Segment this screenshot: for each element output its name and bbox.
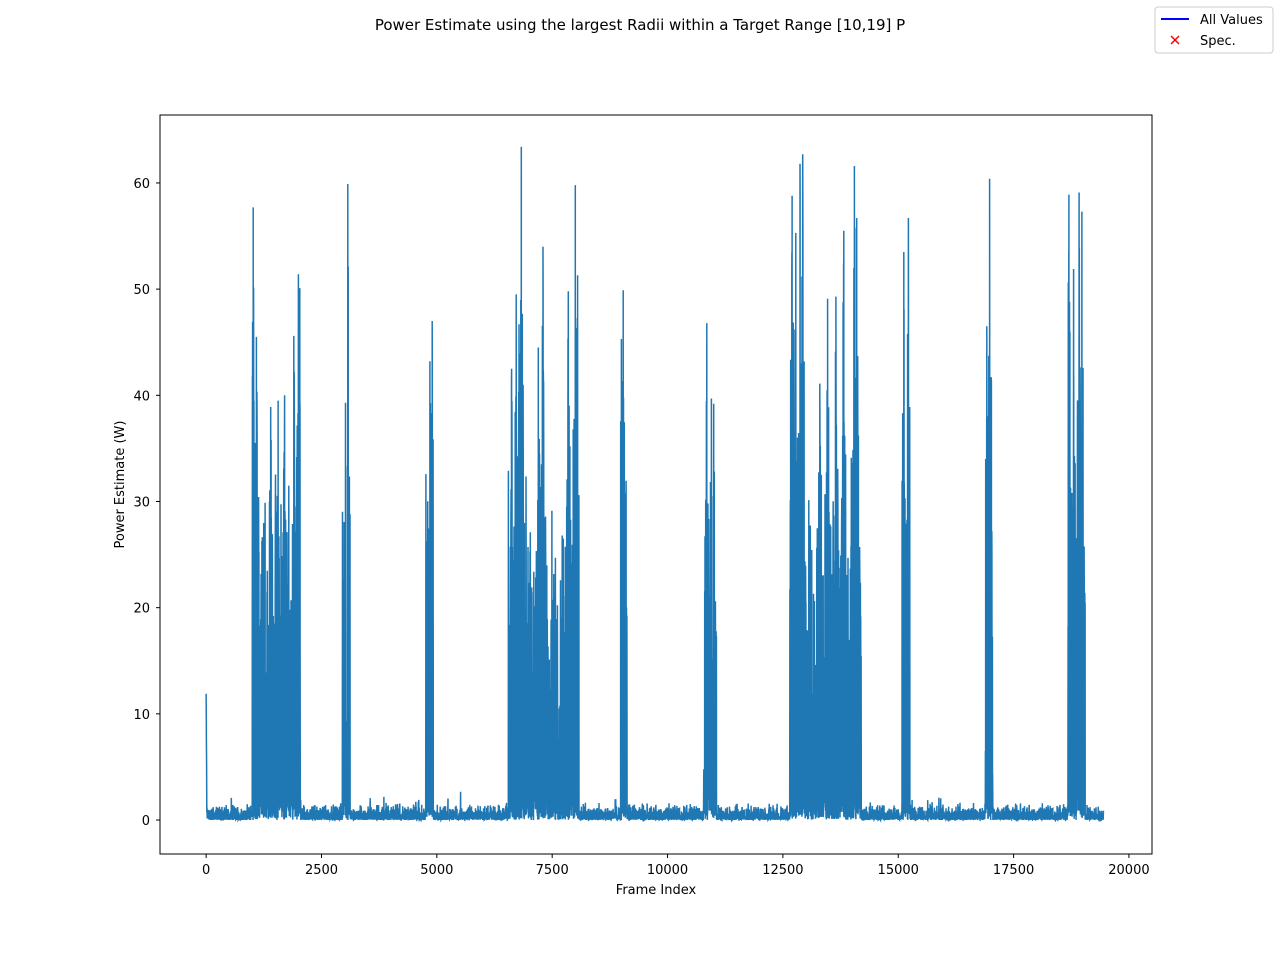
x-tick-label: 12500 [762, 863, 803, 878]
x-axis-label: Frame Index [616, 883, 697, 898]
x-tick-label: 0 [202, 863, 210, 878]
y-tick-label: 50 [133, 283, 150, 298]
y-tick-label: 40 [133, 389, 150, 404]
plot-area [205, 146, 1105, 823]
x-tick-label: 15000 [878, 863, 919, 878]
y-tick-label: 60 [133, 177, 150, 192]
axes: 0 2500 5000 7500 10000 12500 15000 17500 20000 0 1… [133, 114, 1153, 878]
legend: All Values Spec. [1154, 6, 1274, 54]
chart-title: Power Estimate using the largest Radii w… [375, 16, 905, 34]
x-tick-label: 2500 [305, 863, 338, 878]
x-tick-label: 17500 [993, 863, 1034, 878]
series-line [205, 146, 1105, 823]
y-axis-label: Power Estimate (W) [113, 421, 128, 549]
axes-frame [159, 114, 1153, 855]
legend-x-marker [1170, 35, 1180, 45]
legend-label: Spec. [1200, 34, 1236, 49]
y-tick-label: 30 [133, 495, 150, 510]
x-tick-label: 7500 [536, 863, 569, 878]
x-tick-label: 5000 [420, 863, 453, 878]
y-tick-label: 0 [142, 814, 150, 829]
x-tick-label: 10000 [647, 863, 688, 878]
x-tick-label: 20000 [1108, 863, 1149, 878]
y-tick-label: 10 [133, 708, 150, 723]
legend-label: All Values [1200, 13, 1263, 28]
y-tick-label: 20 [133, 602, 150, 617]
